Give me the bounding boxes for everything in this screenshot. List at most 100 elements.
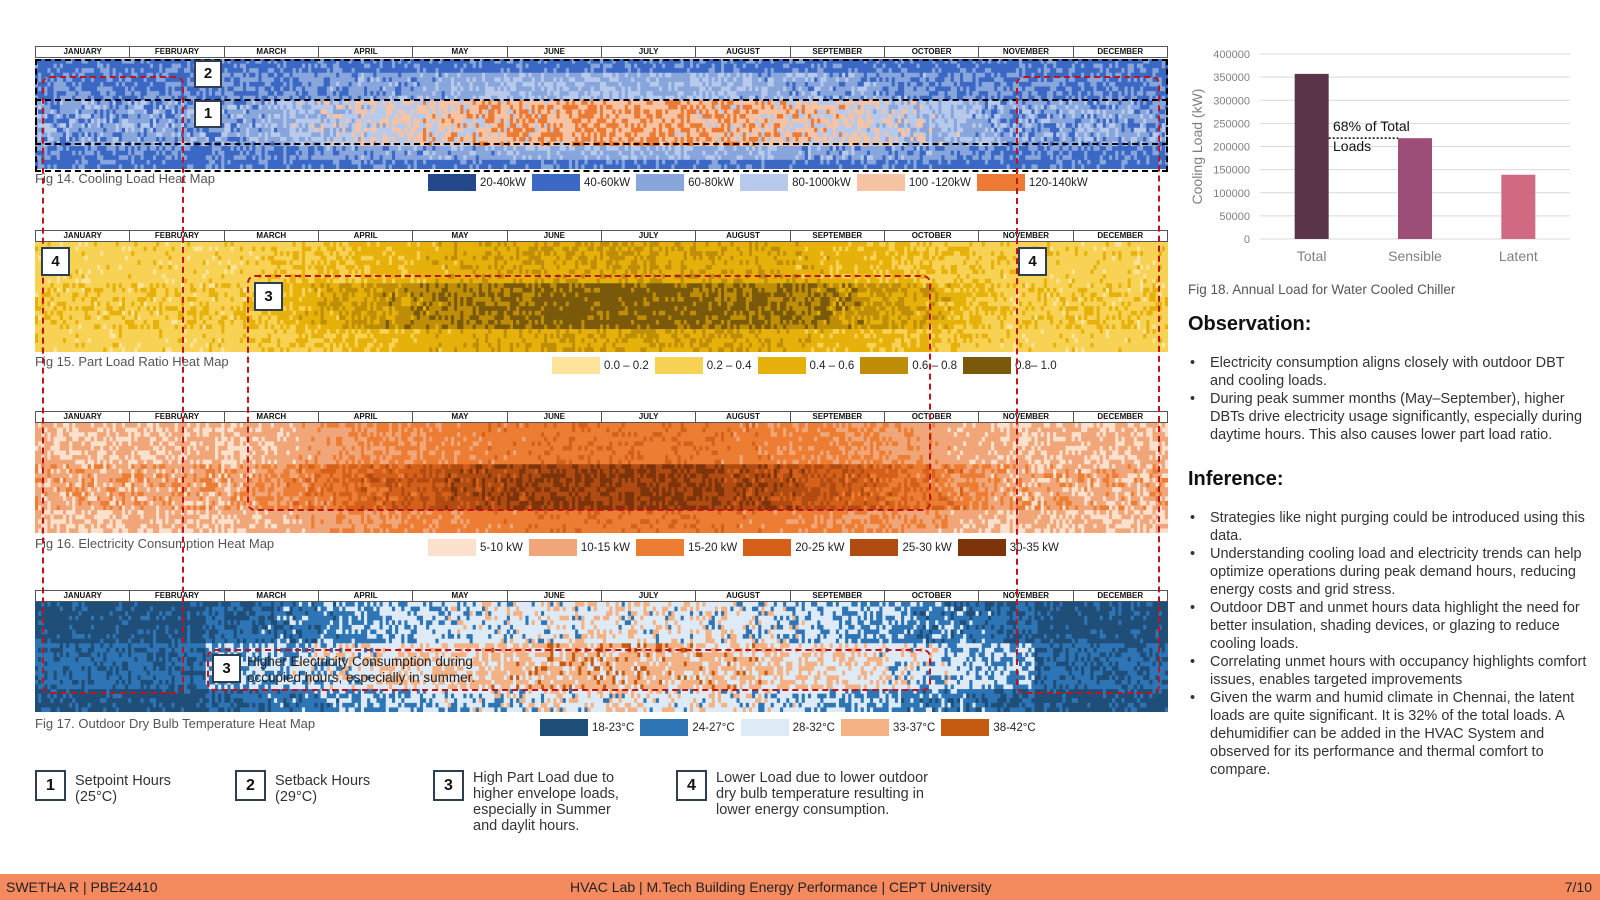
legend-item-3: 3 High Part Load due to higher envelope l… — [433, 770, 619, 834]
legend-label: 15-20 kW — [688, 542, 737, 554]
legend-swatch — [552, 357, 600, 374]
legend-label: 25-30 kW — [902, 542, 951, 554]
legend-label: 0.8– 1.0 — [1015, 360, 1057, 372]
x-tick-label: Total — [1297, 248, 1327, 264]
legend-entry: 30-35 kW — [957, 539, 1059, 556]
legend-label: 18-23°C — [592, 722, 634, 734]
observation-title: Observation: — [1188, 313, 1588, 336]
month-label: MARCH — [225, 591, 319, 601]
legend-swatch — [963, 357, 1012, 374]
month-label: OCTOBER — [885, 591, 980, 601]
month-label: MAY — [413, 47, 508, 57]
marker-2: 2 — [194, 60, 222, 88]
month-label: JUNE — [508, 412, 602, 422]
legend-entry: 40-60kW — [532, 174, 630, 191]
legend-item-2: 2 Setback Hours (29°C) — [235, 770, 370, 805]
month-label: JUNE — [508, 231, 602, 241]
legend-swatch — [860, 357, 909, 374]
month-label: NOVEMBER — [979, 231, 1074, 241]
month-label: APRIL — [319, 231, 414, 241]
legend-entry: 0.4 – 0.6 — [757, 357, 855, 374]
y-tick-label: 50000 — [1219, 211, 1250, 223]
bar-latent — [1501, 174, 1536, 239]
legend-label: 0.2 – 0.4 — [707, 360, 752, 372]
fig17-caption: Fig 17. Outdoor Dry Bulb Temperature Hea… — [35, 716, 315, 731]
y-tick-label: 200000 — [1213, 142, 1250, 154]
marker-3-partload: 3 — [254, 282, 283, 311]
y-tick-label: 350000 — [1213, 72, 1250, 84]
month-label: JULY — [602, 412, 697, 422]
month-label: APRIL — [319, 591, 414, 601]
y-tick-label: 300000 — [1213, 95, 1250, 107]
footer-course: HVAC Lab | M.Tech Building Energy Perfor… — [570, 879, 991, 895]
low-load-winter-box — [42, 76, 184, 694]
month-label: DECEMBER — [1074, 591, 1167, 601]
month-label: FEBRUARY — [130, 412, 225, 422]
fig18-caption: Fig 18. Annual Load for Water Cooled Chi… — [1188, 282, 1588, 297]
month-label: FEBRUARY — [130, 47, 225, 57]
low-load-winter-box-right — [1016, 76, 1160, 694]
legend-entry: 0.6 – 0.8 — [860, 357, 957, 374]
month-label: MAY — [413, 231, 508, 241]
legend-entry: 18-23°C — [540, 719, 634, 736]
legend-label: 40-60kW — [584, 177, 630, 189]
month-label: MAY — [413, 412, 508, 422]
month-label: DECEMBER — [1074, 47, 1167, 57]
legend-entry: 0.8– 1.0 — [963, 357, 1057, 374]
y-tick-label: 400000 — [1213, 49, 1250, 61]
high-electricity-box — [207, 649, 931, 691]
month-label: JANUARY — [36, 412, 131, 422]
month-label: AUGUST — [696, 47, 791, 57]
observation-item: Electricity consumption aligns closely w… — [1188, 354, 1588, 390]
y-tick-label: 100000 — [1213, 188, 1250, 200]
legend-item-1: 1 Setpoint Hours (25°C) — [35, 770, 171, 805]
marker-3-electricity: 3 — [212, 654, 241, 683]
electricity-annotation: Higher Electricity Consumption during oc… — [247, 654, 507, 686]
annotation-text: Loads — [1333, 138, 1371, 154]
inference-item: Strategies like night purging could be i… — [1188, 509, 1588, 545]
cooling-load-legend: 20-40kW 40-60kW 60-80kW 80-1000kW 100 -120kW… — [428, 174, 1094, 191]
legend-swatch — [757, 357, 806, 374]
legend-item-4: 4 Lower Load due to lower outdoor dry bul… — [676, 770, 928, 818]
month-label: JUNE — [508, 47, 602, 57]
fig16-caption: Fig 16. Electricity Consumption Heat Map — [35, 536, 274, 551]
month-label: NOVEMBER — [979, 47, 1074, 57]
legend-label: 0.0 – 0.2 — [604, 360, 649, 372]
month-label: NOVEMBER — [979, 412, 1074, 422]
legend-num-1: 1 — [35, 770, 66, 801]
legend-entry: 24-27°C — [640, 719, 735, 736]
inference-item: Outdoor DBT and unmet hours data highlig… — [1188, 599, 1588, 653]
legend-entry: 28-32°C — [740, 719, 835, 736]
legend-entry: 38-42°C — [941, 719, 1036, 736]
month-label: DECEMBER — [1074, 231, 1167, 241]
setpoint-hours-box — [35, 99, 1168, 145]
dbt-heatmap — [35, 602, 1168, 712]
legend-swatch — [976, 174, 1025, 191]
month-label: AUGUST — [696, 412, 791, 422]
legend-label: 5-10 kW — [480, 542, 523, 554]
legend-label: 120-140kW — [1029, 177, 1088, 189]
month-label: FEBRUARY — [130, 231, 225, 241]
fig14-caption: Fig 14. Cooling Load Heat Map — [35, 171, 215, 186]
month-label: AUGUST — [696, 231, 791, 241]
legend-swatch — [941, 719, 990, 736]
legend-label: 10-15 kW — [581, 542, 630, 554]
month-label: AUGUST — [696, 591, 791, 601]
high-part-load-box — [247, 275, 931, 511]
legend-label: 30-35 kW — [1010, 542, 1059, 554]
legend-entry: 0.0 – 0.2 — [552, 357, 649, 374]
month-label: OCTOBER — [885, 231, 980, 241]
legend-entry: 100 -120kW — [856, 174, 971, 191]
marker-1: 1 — [194, 100, 222, 128]
footer-page: 7/10 — [1565, 879, 1592, 895]
legend-swatch — [428, 539, 476, 556]
legend-entry: 33-37°C — [840, 719, 935, 736]
legend-label: 0.4 – 0.6 — [810, 360, 855, 372]
legend-swatch — [654, 357, 703, 374]
legend-swatch — [957, 539, 1006, 556]
footer-author: SWETHA R | PBE24410 — [6, 879, 157, 895]
legend-swatch — [540, 719, 588, 736]
month-label: APRIL — [319, 412, 414, 422]
legend-swatch — [740, 719, 789, 736]
electricity-heatmap — [35, 423, 1168, 533]
